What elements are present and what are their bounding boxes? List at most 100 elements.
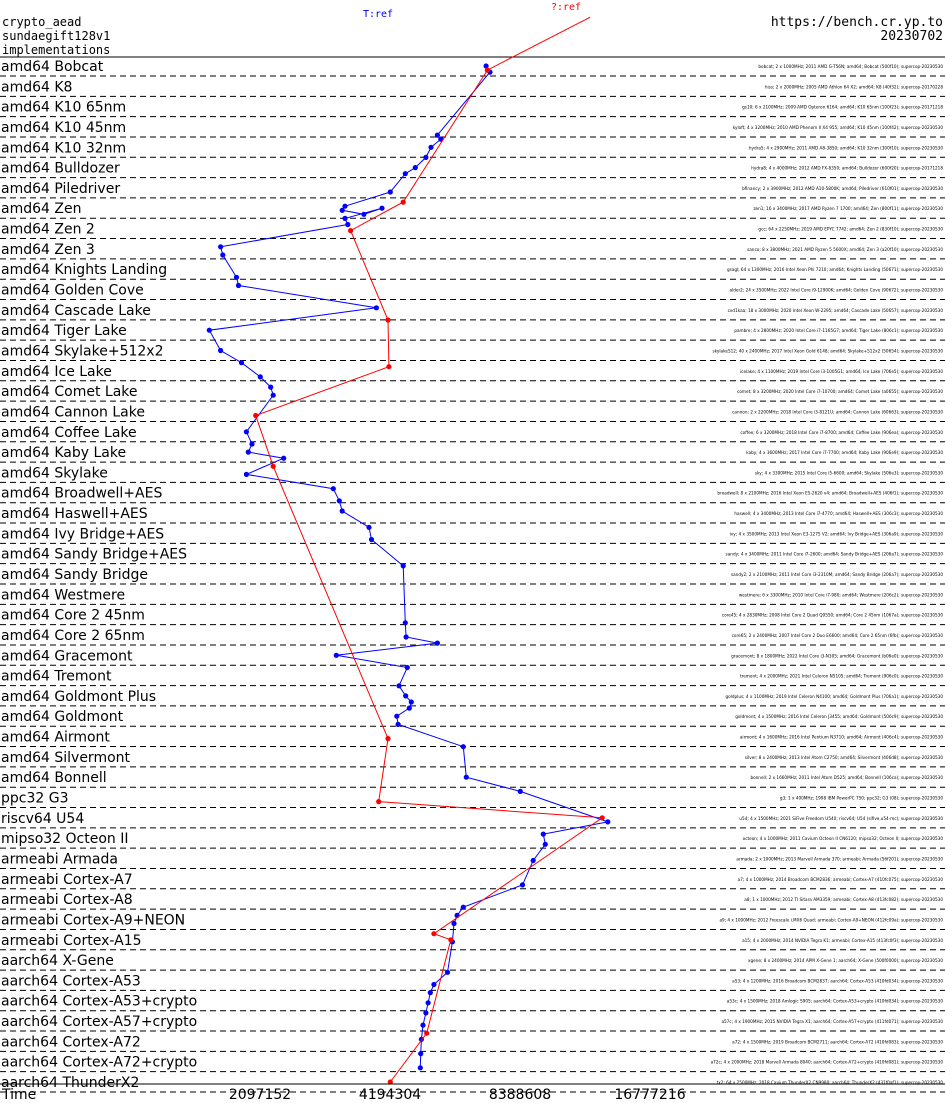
- row-annotation: hiss; 2 x 2000MHz; 2005 AMD Athlon 64 X2…: [765, 84, 943, 89]
- category-label: amd64 Goldmont Plus: [1, 689, 156, 705]
- data-point: [253, 412, 259, 419]
- data-point: [348, 228, 354, 234]
- category-label: amd64 Cannon Lake: [1, 404, 145, 420]
- data-point: [257, 374, 263, 380]
- header-date: 20230702: [880, 29, 943, 44]
- row-annotation: haswell; 4 x 3400MHz; 2013 Intel Core i7…: [734, 511, 943, 516]
- category-label: amd64 Skylake+512x2: [1, 343, 163, 359]
- category-label: amd64 Bonnell: [1, 770, 107, 786]
- category-label: amd64 K10 32nm: [1, 140, 126, 156]
- row-annotation: core45; 4 x 2830MHz; 2008 Intel Core 2 Q…: [722, 613, 944, 618]
- data-point: [460, 744, 466, 750]
- row-annotation: tx2; 64 x 2500MHz; 2018 Cavium ThunderX2…: [717, 1080, 944, 1085]
- data-point: [281, 455, 287, 461]
- category-label: aarch64 Cortex-A57+crypto: [1, 1014, 197, 1030]
- category-label: aarch64 Cortex-A72: [1, 1034, 141, 1050]
- data-point: [339, 508, 345, 514]
- category-label: ppc32 G3: [1, 791, 69, 807]
- data-point: [333, 652, 339, 658]
- x-axis-label: Time: [1, 1087, 36, 1103]
- data-point: [249, 441, 255, 447]
- data-point: [427, 990, 433, 996]
- data-point: [368, 536, 375, 543]
- category-label: amd64 Zen 3: [1, 242, 95, 258]
- data-point: [463, 774, 469, 780]
- row-annotation: pambre; 4 x 2800MHz; 2020 Intel Core i7-…: [734, 328, 943, 333]
- x-tick-label: 2097152: [229, 1087, 291, 1103]
- header: crypto_aead sundaegift128v1 implementati…: [0, 2, 945, 58]
- category-label: aarch64 ThunderX2: [1, 1075, 139, 1091]
- data-point: [428, 144, 434, 150]
- row-annotation: sandy2; 2 x 2100MHz; 2011 Intel Core i3-…: [731, 572, 943, 577]
- row-annotation: armada; 2 x 1000MHz; 2013 Marvell Armada…: [736, 856, 943, 861]
- data-point: [542, 841, 548, 847]
- row-annotation: silver; 8 x 2400MHz; 2013 Intel Atom C27…: [745, 755, 944, 760]
- category-label: amd64 Sandy Bridge: [1, 567, 148, 583]
- category-label: aarch64 Cortex-A72+crypto: [1, 1055, 197, 1071]
- category-label: amd64 Coffee Lake: [1, 425, 137, 441]
- data-point: [396, 683, 402, 689]
- data-point: [400, 563, 406, 569]
- series-lines: [206, 16, 611, 1085]
- header-algorithm: sundaegift128v1: [2, 29, 110, 43]
- row-annotation: goldplus; 4 x 1100MHz; 2019 Intel Celero…: [725, 694, 943, 699]
- data-point: [418, 1051, 424, 1057]
- row-annotation: a72; 4 x 1500MHz; 2019 Broadcom BCM2711;…: [732, 1039, 943, 1044]
- data-point: [387, 1079, 393, 1085]
- category-label: amd64 K10 45nm: [1, 120, 126, 136]
- category-label: armeabi Armada: [1, 851, 118, 867]
- category-label: amd64 Comet Lake: [1, 384, 138, 400]
- row-annotation: gsagl; 64 x 1300MHz; 2016 Intel Xeon Phi…: [727, 267, 943, 272]
- category-rows: amd64 Bobcat amd64 K8 amd64 K10 65nm amd64 …: [0, 59, 945, 1093]
- data-point: [235, 282, 242, 289]
- row-annotation: comet; 8 x 3200MHz; 2020 Intel Core i7-1…: [737, 389, 943, 394]
- row-annotation: a53; 4 x 1200MHz; 2016 Broadcom BCM2837;…: [732, 978, 943, 983]
- data-point: [218, 347, 224, 354]
- data-point: [404, 664, 410, 671]
- data-point: [387, 189, 393, 195]
- x-tick-label: 16777216: [614, 1087, 685, 1103]
- row-annotation: a57c; 4 x 1900MHz; 2015 NVIDIA Tegra X1;…: [721, 1019, 943, 1024]
- data-point: [448, 937, 454, 943]
- data-point: [423, 154, 429, 160]
- row-annotation: coffee; 6 x 3200MHz; 2018 Intel Core i7-…: [740, 430, 943, 435]
- data-point: [394, 713, 400, 719]
- data-point: [460, 904, 466, 910]
- data-point: [270, 392, 276, 398]
- row-annotation: skylake512; 40 x 2400MHz; 2017 Intel Xeo…: [712, 348, 943, 353]
- category-label: amd64 Core 2 65nm: [1, 628, 145, 644]
- data-point: [270, 463, 276, 469]
- row-annotation: xgene; 8 x 2400MHz; 2014 APM X-Gene 1; a…: [748, 958, 943, 963]
- data-point: [408, 699, 414, 705]
- category-label: amd64 Goldmont: [1, 709, 124, 725]
- data-point: [243, 429, 249, 435]
- row-annotation: sky; 4 x 3300MHz; 2015 Intel Core i5-660…: [755, 470, 944, 475]
- data-point: [395, 721, 401, 728]
- data-point: [451, 920, 457, 927]
- row-annotation: core65; 2 x 2400MHz; 2007 Intel Core 2 D…: [732, 633, 944, 638]
- data-point: [424, 1030, 430, 1036]
- data-point: [342, 203, 348, 209]
- row-annotation: tremont; 4 x 2000MHz; 2021 Intel Celeron…: [740, 674, 943, 679]
- x-axis: Time 2097152 4194304 8388608 16777216: [0, 1083, 945, 1103]
- row-annotation: gracemont; 8 x 1800MHz; 2022 Intel Core …: [731, 653, 943, 658]
- data-point: [540, 831, 546, 837]
- row-annotation: a15; 4 x 2000MHz; 2014 NVIDIA Tegra K1; …: [742, 938, 943, 943]
- data-point: [385, 736, 391, 742]
- header-primitive: crypto_aead: [2, 15, 81, 29]
- category-label: armeabi Cortex-A9+NEON: [1, 912, 185, 928]
- category-label: amd64 K8: [1, 79, 72, 95]
- data-point: [373, 305, 379, 311]
- data-point: [431, 981, 437, 988]
- category-label: amd64 Silvermont: [1, 750, 131, 766]
- data-point: [519, 882, 526, 888]
- x-tick-label: 8388608: [489, 1087, 551, 1103]
- category-label: amd64 Gracemont: [1, 648, 133, 664]
- row-annotation: icelake; 4 x 1100MHz; 2019 Intel Core i3…: [740, 369, 943, 374]
- row-annotation: hydra8; 4 x 4000MHz; 2012 AMD FX-8350; a…: [751, 166, 943, 171]
- row-annotation: cannon; 2 x 2200MHz; 2018 Intel Core i3-…: [732, 409, 943, 414]
- row-annotation: a72c; 4 x 2000MHz; 2018 Marvell Armada 8…: [711, 1060, 944, 1065]
- row-annotation: sandy; 4 x 3400MHz; 2011 Intel Core i7-2…: [726, 552, 944, 557]
- data-point: [403, 693, 409, 699]
- category-label: amd64 Zen 2: [1, 222, 95, 238]
